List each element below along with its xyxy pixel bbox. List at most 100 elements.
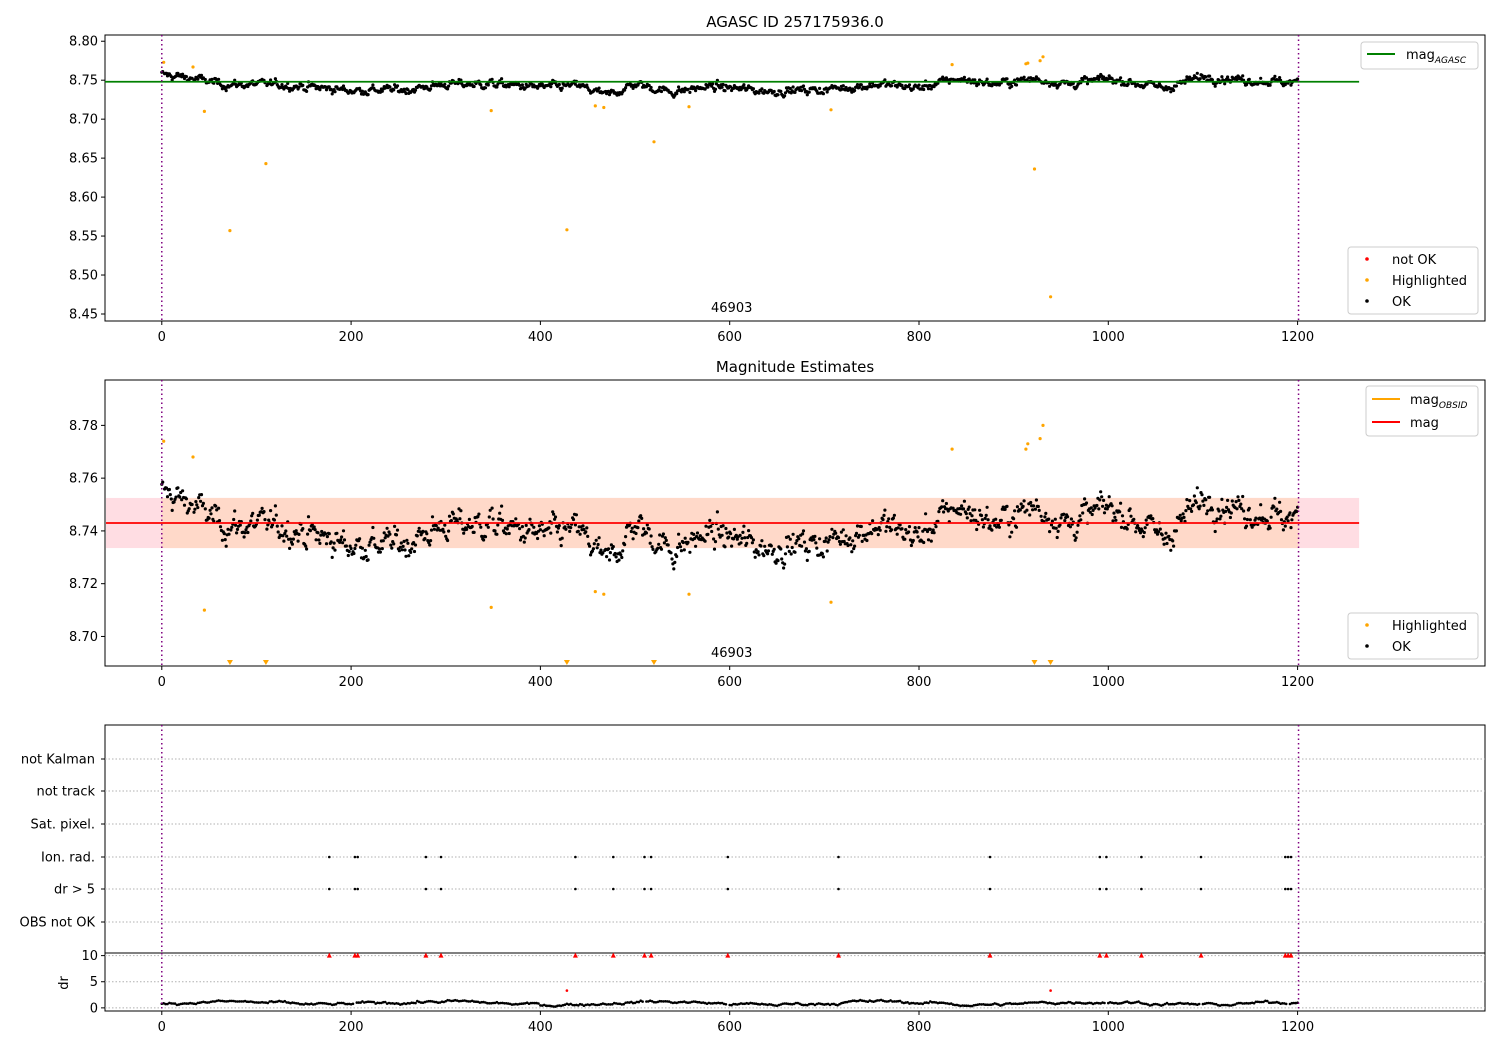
ok-point xyxy=(1225,505,1229,509)
ok-point xyxy=(180,498,184,502)
dr-point xyxy=(913,1002,917,1005)
ok-point xyxy=(946,509,950,513)
ok-point xyxy=(377,547,382,551)
ok-point xyxy=(1033,507,1037,511)
ok-point xyxy=(757,91,761,95)
legend-mag-agasc-subscript: AGASC xyxy=(1434,56,1467,66)
ok-point xyxy=(608,551,613,555)
ok-point xyxy=(358,537,362,541)
ok-point xyxy=(846,543,850,548)
ok-point xyxy=(415,534,419,538)
ok-point xyxy=(818,537,822,541)
legend-swatch-ok xyxy=(1365,644,1369,648)
dr-point xyxy=(406,1001,410,1005)
dr-point xyxy=(753,1002,756,1005)
ok-point xyxy=(1013,509,1017,513)
ok-point xyxy=(447,529,451,533)
flag-point xyxy=(1284,887,1287,891)
ok-point xyxy=(907,525,912,529)
ok-point xyxy=(937,510,941,514)
dr-point xyxy=(457,999,461,1003)
dr-point xyxy=(410,1001,414,1004)
ok-point xyxy=(783,562,787,566)
highlighted-point xyxy=(489,605,493,610)
dr-point xyxy=(802,1003,805,1007)
ok-point xyxy=(794,541,798,545)
ok-point xyxy=(601,551,605,555)
ok-point xyxy=(462,531,466,535)
ok-point xyxy=(827,538,831,542)
y-tick-label: 10 xyxy=(81,949,98,964)
dr-point xyxy=(336,1001,340,1005)
dr-point xyxy=(1129,1001,1133,1005)
dr-point xyxy=(932,1000,936,1004)
ok-point xyxy=(314,538,318,542)
dr-point xyxy=(1207,1001,1210,1005)
ok-point xyxy=(900,527,904,531)
ok-point xyxy=(1273,74,1277,78)
ok-point xyxy=(762,554,766,558)
ok-point xyxy=(659,547,664,551)
ok-point xyxy=(1081,511,1085,515)
flag-point xyxy=(353,887,357,891)
ok-point xyxy=(725,531,729,535)
ok-point xyxy=(793,550,797,554)
dr-point xyxy=(219,999,222,1003)
ok-point xyxy=(1226,498,1230,502)
ok-point xyxy=(624,86,628,90)
ok-point xyxy=(838,542,843,546)
dr-point xyxy=(1213,1002,1216,1006)
ok-point xyxy=(925,529,930,534)
ok-point xyxy=(318,541,322,546)
ok-point xyxy=(1119,501,1123,505)
dr-point xyxy=(389,1002,393,1005)
legend-label-ok: OK xyxy=(1392,295,1411,310)
dr-point xyxy=(1082,1002,1085,1005)
ok-point xyxy=(318,88,322,92)
ok-point xyxy=(1171,539,1175,543)
ok-point xyxy=(1215,517,1219,521)
dr-point xyxy=(963,1004,966,1007)
ok-point xyxy=(1012,517,1016,521)
ok-point xyxy=(826,540,830,544)
ok-point xyxy=(306,515,311,519)
y-tick-label: 0 xyxy=(90,1001,98,1016)
ok-point xyxy=(333,548,337,552)
ok-point xyxy=(443,82,447,86)
dr-point xyxy=(595,1003,599,1007)
dr-point xyxy=(966,1004,970,1008)
ok-point xyxy=(788,537,792,541)
ok-point xyxy=(267,518,271,522)
ok-point xyxy=(1010,84,1014,88)
dr-point xyxy=(652,1000,656,1004)
ok-point xyxy=(272,518,276,522)
dr-point xyxy=(1243,1002,1246,1005)
ok-point xyxy=(410,547,414,551)
dr-point xyxy=(664,1000,667,1003)
ok-point xyxy=(636,526,640,530)
dr-point xyxy=(346,1002,349,1006)
ok-point xyxy=(269,78,273,82)
ok-point xyxy=(704,83,708,87)
dr-point xyxy=(762,1003,766,1006)
ok-point xyxy=(305,547,309,551)
ok-point xyxy=(161,480,165,484)
ok-point xyxy=(590,549,595,553)
dr-point xyxy=(1010,1002,1013,1006)
dr-clipped-marker xyxy=(326,952,332,958)
dr-point xyxy=(240,1000,243,1003)
dr-clipped-marker xyxy=(572,952,578,958)
ok-point xyxy=(828,86,832,90)
ok-point xyxy=(317,538,321,542)
ok-point xyxy=(743,536,747,540)
ok-point xyxy=(1184,509,1188,513)
ok-point xyxy=(597,536,601,540)
ok-point xyxy=(1019,502,1023,506)
ok-point xyxy=(909,543,914,548)
ok-point xyxy=(1014,525,1019,529)
dr-point xyxy=(728,1003,731,1007)
dr-point xyxy=(898,999,902,1003)
ok-point xyxy=(324,542,329,546)
ok-point xyxy=(783,552,788,556)
ok-point xyxy=(1234,500,1238,504)
